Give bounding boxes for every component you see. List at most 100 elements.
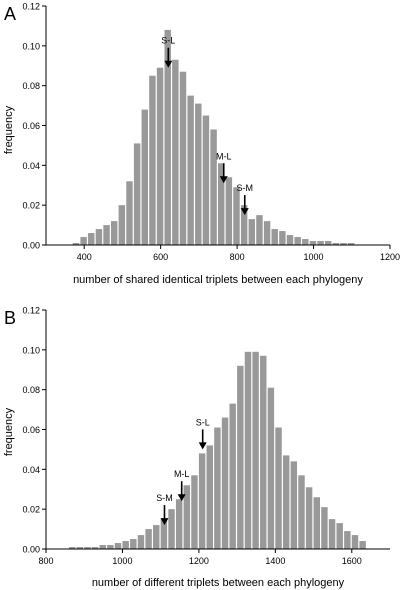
- histogram-bar: [172, 59, 179, 245]
- histogram-bar: [91, 547, 99, 549]
- annotation-arrowhead: [177, 494, 186, 502]
- histogram-bar: [84, 547, 91, 549]
- histogram-bar: [252, 351, 259, 549]
- histogram-bar: [286, 235, 294, 245]
- y-tick-label: 0.04: [22, 161, 40, 171]
- histogram-bar: [149, 75, 156, 246]
- x-axis-label: number of different triplets between eac…: [92, 577, 345, 589]
- histogram-bar: [187, 95, 194, 246]
- histogram-bar: [191, 475, 198, 549]
- x-axis-label: number of shared identical triplets betw…: [73, 274, 363, 286]
- histogram-bar: [198, 453, 206, 549]
- histogram-bar: [141, 109, 148, 245]
- y-tick-label: 0.06: [22, 425, 40, 435]
- annotation-group: S-M M-L S-L: [156, 417, 210, 526]
- histogram-bar: [164, 29, 171, 246]
- axes: 0.00 0.02 0.04 0.06 0.08 0.10 0.12 400 600 800 100…: [22, 2, 400, 263]
- histogram-bar: [122, 541, 129, 549]
- histogram-bar: [130, 539, 137, 549]
- histogram-bar: [76, 547, 84, 549]
- histogram-bar: [118, 205, 126, 245]
- panel-label: B: [4, 308, 16, 328]
- y-tick-label: 0.10: [22, 41, 40, 51]
- histogram-bar: [110, 221, 118, 245]
- histogram-bar: [237, 365, 244, 549]
- y-axis-label: frequency: [3, 105, 15, 154]
- y-tick-label: 0.08: [22, 81, 40, 91]
- histogram-bar: [294, 237, 301, 245]
- histogram-bar: [244, 351, 252, 549]
- x-tick-label: 1400: [265, 556, 285, 566]
- histogram-bar: [88, 233, 95, 245]
- panel-a: A frequency number of shared identical t…: [3, 2, 400, 287]
- x-tick-label: 1600: [342, 556, 362, 566]
- histogram-bar: [214, 427, 221, 549]
- annotation-label: M-L: [216, 151, 232, 161]
- histogram-bar: [229, 403, 236, 549]
- histogram-bar: [351, 535, 359, 549]
- histogram-bar: [359, 541, 366, 549]
- histogram-bar: [103, 225, 110, 245]
- histogram-bar: [99, 545, 106, 549]
- y-tick-label: 0.12: [22, 2, 40, 12]
- annotation-label: S-L: [196, 417, 210, 427]
- annotation-arrowhead: [198, 442, 207, 450]
- y-tick-label: 0.04: [22, 465, 40, 475]
- histogram-bar: [302, 239, 309, 245]
- x-tick-label: 1000: [304, 252, 324, 262]
- histogram-bar: [183, 485, 191, 549]
- histogram-bar: [325, 241, 332, 245]
- histogram-bar: [80, 237, 87, 245]
- axes: 0.00 0.02 0.04 0.06 0.08 0.10 0.12 800 1000 1200 1…: [22, 306, 390, 566]
- histogram-bar: [160, 519, 168, 550]
- histogram-bar: [313, 497, 320, 549]
- y-tick-label: 0.10: [22, 345, 40, 355]
- annotation-label: M-L: [174, 469, 190, 479]
- histogram-bar: [68, 547, 76, 549]
- histogram-bar: [168, 509, 175, 549]
- histogram-bar: [133, 143, 141, 245]
- histogram-bar: [248, 219, 256, 245]
- histogram-bar: [233, 187, 240, 245]
- annotation-group: S-L M-L S-M: [161, 36, 254, 216]
- histogram-bar: [328, 519, 336, 550]
- histogram-bar: [336, 523, 343, 549]
- histogram-bar: [263, 221, 271, 245]
- histogram-bar: [210, 129, 217, 245]
- histogram-bar: [275, 427, 282, 549]
- x-tick-label: 1200: [189, 556, 209, 566]
- histogram-bar: [153, 525, 160, 549]
- y-tick-label: 0.00: [22, 545, 40, 555]
- annotation-label: S-M: [156, 493, 173, 503]
- histogram-bar: [240, 205, 248, 245]
- histogram-bar: [145, 529, 152, 549]
- x-tick-label: 800: [38, 556, 53, 566]
- x-tick-label: 800: [230, 252, 245, 262]
- histogram-bar: [347, 243, 355, 245]
- y-tick-label: 0.00: [22, 241, 40, 251]
- annotation-arrowhead: [164, 60, 173, 68]
- x-tick-label: 1200: [380, 252, 400, 262]
- x-tick-label: 400: [77, 252, 92, 262]
- histogram-bar: [202, 115, 210, 245]
- x-tick-label: 600: [153, 252, 168, 262]
- y-tick-label: 0.12: [22, 306, 40, 316]
- histogram-bar: [221, 417, 229, 549]
- histogram-bar: [267, 387, 275, 549]
- histogram-bar: [137, 535, 145, 549]
- y-tick-label: 0.02: [22, 201, 40, 211]
- bar-group: [72, 29, 355, 246]
- histogram-bar: [317, 241, 324, 245]
- annotation-arrowhead: [160, 518, 169, 526]
- histogram-bar: [282, 455, 290, 549]
- annotation-label: S-M: [237, 183, 254, 193]
- histogram-bar: [126, 181, 133, 245]
- annotation-arrowhead: [240, 208, 249, 216]
- y-tick-label: 0.06: [22, 121, 40, 131]
- bar-group: [68, 351, 366, 550]
- histogram-bar: [309, 241, 317, 245]
- histogram-bar: [114, 543, 122, 549]
- histogram-bar: [271, 229, 278, 245]
- x-tick-label: 1000: [112, 556, 132, 566]
